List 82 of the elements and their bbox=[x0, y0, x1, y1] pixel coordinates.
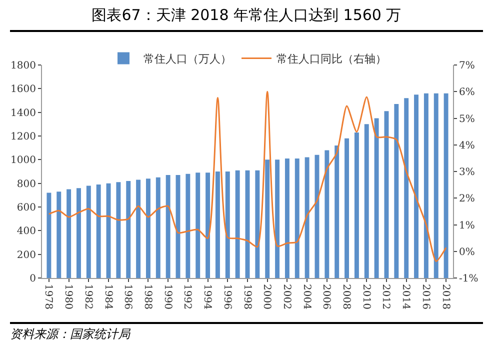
bar bbox=[304, 157, 310, 278]
bar bbox=[126, 180, 131, 278]
bar bbox=[334, 145, 340, 278]
y2-tick-label: 0% bbox=[459, 246, 475, 258]
legend-label: 常住人口同比（右轴） bbox=[276, 52, 386, 66]
x-tick-label: 1986 bbox=[122, 284, 134, 310]
bar bbox=[116, 182, 121, 278]
bar bbox=[196, 172, 200, 278]
bar bbox=[66, 189, 72, 278]
y2-tick-label: 1% bbox=[459, 220, 475, 232]
y-tick-label: 1400 bbox=[10, 108, 36, 119]
y-tick-label: 600 bbox=[16, 202, 36, 214]
x-tick-label: 2002 bbox=[280, 284, 292, 310]
x-tick-label: 1990 bbox=[162, 284, 173, 310]
x-tick-label: 1988 bbox=[142, 284, 153, 310]
bar bbox=[284, 158, 290, 278]
y-tick-label: 800 bbox=[16, 178, 36, 190]
x-tick-label: 2010 bbox=[360, 284, 372, 310]
bar bbox=[235, 170, 240, 278]
y2-tick-label: 2% bbox=[459, 194, 475, 205]
y-tick-label: 400 bbox=[16, 226, 36, 238]
bar bbox=[364, 124, 369, 278]
y2-tick-label: -1% bbox=[459, 274, 478, 284]
y-tick-label: 1600 bbox=[10, 84, 36, 96]
text: 资料来源：国家统计局 bbox=[10, 322, 483, 344]
bar bbox=[354, 132, 359, 278]
bar bbox=[166, 175, 170, 278]
x-tick-label: 1978 bbox=[42, 284, 54, 310]
line-series bbox=[48, 90, 447, 262]
bar bbox=[394, 104, 399, 278]
bar bbox=[106, 183, 111, 278]
x-tick-label: 1980 bbox=[62, 284, 74, 310]
bar bbox=[46, 192, 52, 278]
y-tick-label: 200 bbox=[16, 250, 36, 261]
x-tick-label: 2000 bbox=[261, 284, 272, 310]
bar bbox=[86, 186, 91, 278]
y-tick-label: 1800 bbox=[10, 60, 36, 72]
y2-tick-label: 4% bbox=[459, 140, 475, 152]
bar bbox=[136, 180, 141, 278]
bar bbox=[206, 172, 210, 278]
x-tick-label: 2012 bbox=[380, 284, 392, 310]
bar bbox=[374, 118, 379, 278]
x-tick-label: 2008 bbox=[340, 284, 352, 310]
x-tick-label: 1998 bbox=[241, 284, 252, 310]
bar bbox=[265, 160, 270, 278]
y-tick-label: 1200 bbox=[10, 132, 36, 142]
bar bbox=[146, 178, 150, 278]
x-tick-label: 2014 bbox=[400, 284, 412, 310]
x-tick-label: 2018 bbox=[440, 284, 451, 310]
bar bbox=[186, 174, 190, 278]
bar bbox=[324, 150, 330, 278]
bar bbox=[344, 138, 350, 278]
x-tick-label: 1994 bbox=[202, 284, 213, 310]
bar bbox=[414, 94, 418, 278]
legend-label: 常住人口（万人） bbox=[144, 52, 232, 66]
chart-title: 图表67：天津 2018 年常住人口达到 1560 万 bbox=[10, 0, 483, 32]
x-tick-label: 2016 bbox=[420, 284, 431, 310]
bar bbox=[294, 158, 300, 278]
y2-tick-label: 7% bbox=[459, 60, 475, 72]
bar bbox=[76, 188, 81, 278]
bar bbox=[215, 172, 220, 278]
bar bbox=[156, 177, 160, 278]
y-tick-label: 1000 bbox=[10, 155, 36, 166]
y2-tick-label: 6% bbox=[459, 87, 475, 98]
y2-tick-label: 5% bbox=[459, 114, 475, 125]
bar bbox=[434, 93, 438, 278]
x-tick-label: 2004 bbox=[300, 284, 312, 310]
x-tick-label: 1996 bbox=[221, 284, 232, 310]
bar bbox=[275, 160, 280, 278]
bar bbox=[404, 98, 409, 278]
y-tick-label: 0 bbox=[30, 274, 36, 284]
bar bbox=[56, 192, 62, 278]
bar bbox=[424, 93, 428, 278]
x-tick-label: 2006 bbox=[320, 284, 332, 310]
bar bbox=[255, 170, 260, 278]
x-tick-label: 1984 bbox=[102, 284, 114, 310]
bar bbox=[96, 184, 101, 278]
bar bbox=[225, 172, 230, 278]
bar bbox=[444, 93, 448, 278]
y2-tick-label: 3% bbox=[459, 167, 475, 178]
x-tick-label: 1992 bbox=[182, 284, 193, 310]
x-tick-label: 1982 bbox=[82, 284, 94, 310]
